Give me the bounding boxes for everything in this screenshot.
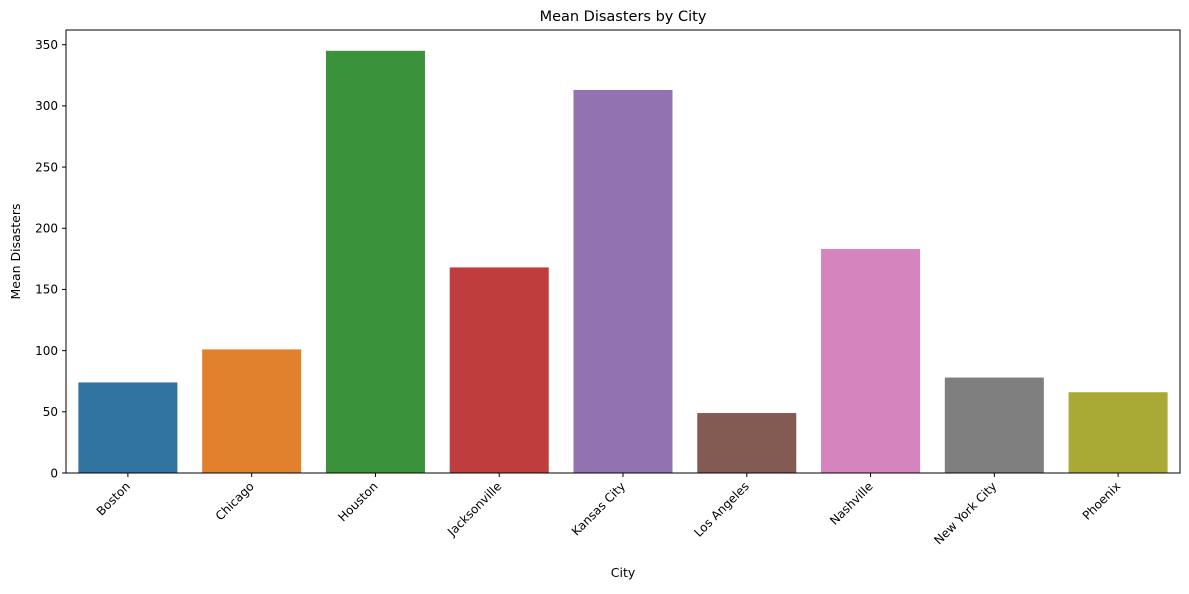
plot-area	[78, 50, 1168, 474]
x-axis-label: City	[611, 565, 636, 580]
y-tick-label: 150	[35, 283, 58, 297]
y-tick-label: 0	[50, 466, 58, 480]
y-tick-label: 100	[35, 344, 58, 358]
x-tick-label: Los Angeles	[691, 479, 752, 540]
x-tick-label: Chicago	[213, 479, 257, 523]
x-tick-label: Phoenix	[1080, 479, 1124, 523]
bar-phoenix	[1068, 392, 1168, 473]
y-axis-label: Mean Disasters	[8, 203, 23, 299]
y-tick-label: 350	[35, 38, 58, 52]
y-tick-label: 50	[43, 405, 58, 419]
y-tick-label: 200	[35, 222, 58, 236]
x-tick-label: Kansas City	[569, 479, 628, 538]
x-tick-label: Nashville	[827, 479, 876, 528]
x-axis: Boston Chicago Houston Jacksonville Kansas C…	[94, 473, 1123, 547]
bar-houston	[325, 50, 425, 474]
bar-boston	[78, 382, 178, 473]
chart-title: Mean Disasters by City	[540, 9, 707, 25]
bar-los-angeles	[697, 413, 797, 473]
bar-nashville	[821, 249, 921, 473]
x-tick-label: Boston	[94, 479, 133, 518]
x-tick-label: Houston	[335, 479, 380, 524]
y-axis: 0 50 100 150 200 250 300 350	[35, 38, 66, 480]
bar-new-york-city	[944, 377, 1044, 473]
bar-kansas-city	[573, 89, 673, 474]
bar-chicago	[202, 349, 302, 473]
x-tick-label: New York City	[931, 479, 999, 547]
y-tick-label: 250	[35, 160, 58, 174]
y-tick-label: 300	[35, 99, 58, 113]
bar-jacksonville	[449, 267, 549, 473]
x-tick-label: Jacksonville	[444, 479, 504, 539]
